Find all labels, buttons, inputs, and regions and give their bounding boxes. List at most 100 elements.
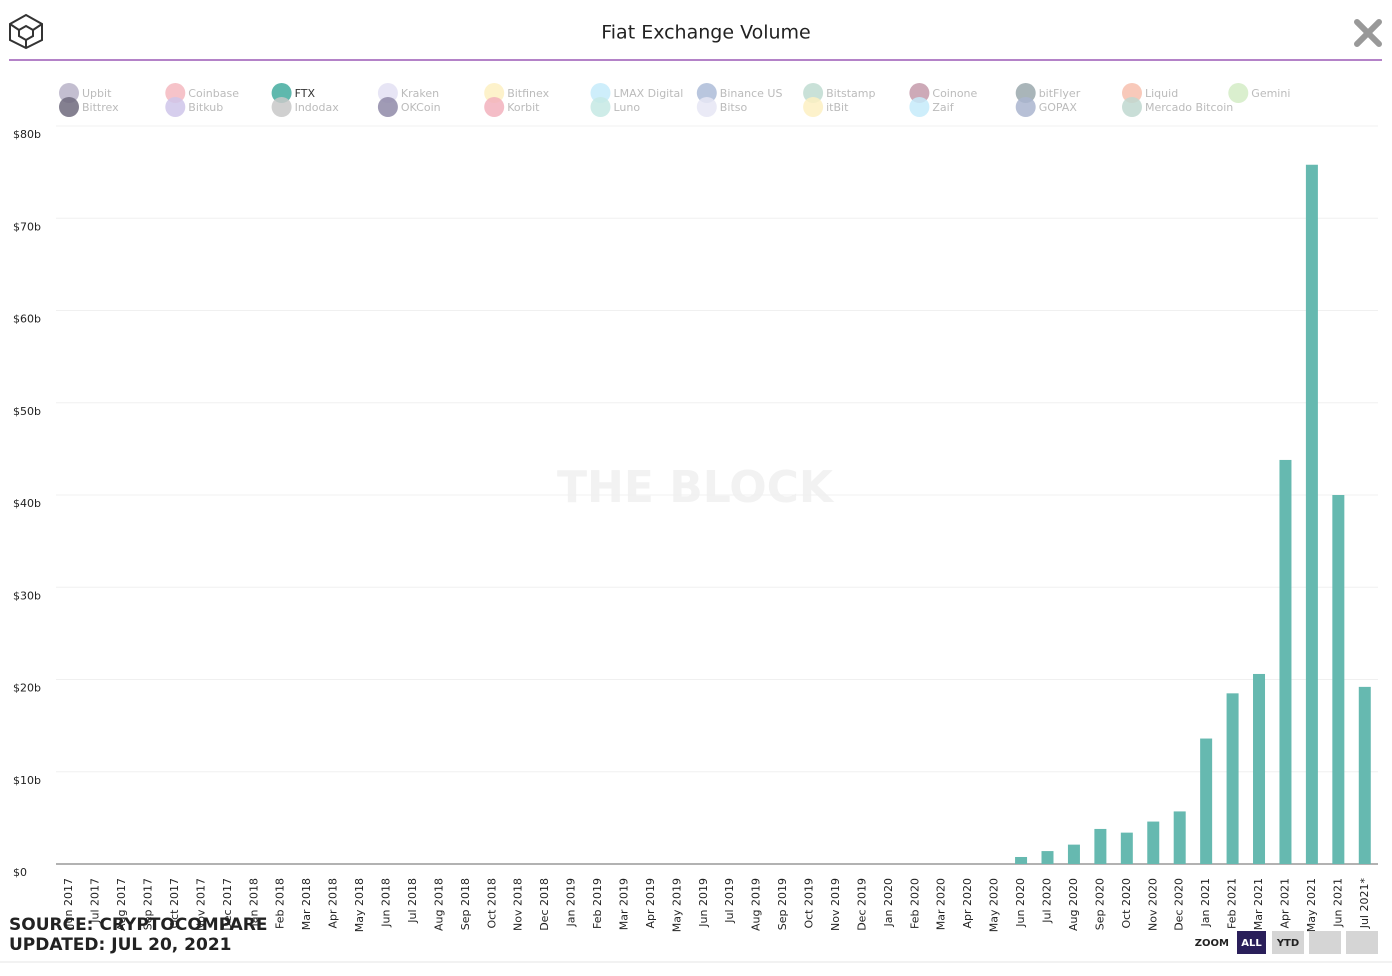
y-tick-label: $30b xyxy=(13,589,41,602)
x-tick-label: Dec 2020 xyxy=(1173,878,1186,931)
legend-label: Coinone xyxy=(932,87,977,100)
legend-label: Bitstamp xyxy=(826,87,875,100)
x-tick-label: Feb 2019 xyxy=(591,878,604,929)
legend-label: Zaif xyxy=(932,101,954,114)
legend-swatch xyxy=(59,83,79,103)
x-tick-label: Jul 2017 xyxy=(89,878,102,924)
x-tick-label: Jun 2018 xyxy=(380,878,393,928)
y-tick-label: $10b xyxy=(13,774,41,787)
x-tick-label: Sep 2017 xyxy=(142,878,155,930)
legend-swatch xyxy=(59,97,79,117)
legend-swatch xyxy=(803,97,824,117)
legend-swatch xyxy=(696,97,717,117)
bar xyxy=(1147,821,1160,864)
y-tick-label: $80b xyxy=(13,128,41,141)
x-tick-label: Jul 2019 xyxy=(723,878,736,924)
y-tick-label: $60b xyxy=(13,313,41,326)
legend-label: Bitfinex xyxy=(507,87,549,100)
legend-swatch xyxy=(696,83,717,103)
legend-swatch xyxy=(590,83,611,103)
x-tick-label: Aug 2018 xyxy=(432,878,445,931)
bar xyxy=(1226,693,1239,864)
x-tick-label: Jul 2018 xyxy=(406,878,419,924)
legend-label: Korbit xyxy=(507,101,540,114)
bar xyxy=(1041,851,1054,864)
button-label: YTD xyxy=(1276,938,1299,949)
legend-swatch xyxy=(271,83,292,103)
x-tick-label: Feb 2021 xyxy=(1226,878,1239,929)
legend-swatch xyxy=(1122,97,1142,117)
x-tick-label: May 2018 xyxy=(353,878,366,932)
button-bg xyxy=(1272,931,1304,954)
legend-label: itBit xyxy=(826,101,849,114)
bar xyxy=(1094,828,1107,864)
x-tick-label: Feb 2018 xyxy=(274,878,287,929)
legend-label: Gemini xyxy=(1251,87,1290,100)
x-tick-label: Jun 2019 xyxy=(697,878,710,928)
legend-label: FTX xyxy=(295,87,316,100)
bar xyxy=(1279,459,1292,864)
bar xyxy=(1067,844,1080,864)
x-tick-label: Aug 2020 xyxy=(1067,878,1080,931)
bar xyxy=(1253,673,1266,864)
zoom-all[interactable]: ALL xyxy=(1237,931,1266,954)
bar xyxy=(1200,738,1213,864)
x-tick-label: Nov 2020 xyxy=(1146,878,1159,931)
x-tick-label: Jun 2017 xyxy=(62,878,75,928)
x-tick-label: Apr 2019 xyxy=(644,878,657,929)
x-tick-label: May 2020 xyxy=(988,878,1001,932)
x-tick-label: Sep 2019 xyxy=(776,878,789,930)
source: SOURCE: CRYPTOCOMPARE xyxy=(9,915,267,935)
legend-swatch xyxy=(1228,83,1249,103)
y-tick-label: $0 xyxy=(13,866,27,879)
updated: UPDATED: JUL 20, 2021 xyxy=(9,935,231,955)
legend-label: Bitkub xyxy=(188,101,223,114)
legend-label: Binance US xyxy=(720,87,783,100)
legend-label: Bittrex xyxy=(82,101,119,114)
y-tick-label: $50b xyxy=(13,405,41,418)
close-button[interactable] xyxy=(1354,19,1382,47)
x-tick-label: Sep 2020 xyxy=(1093,878,1106,930)
x-tick-label: Jun 2020 xyxy=(1014,878,1027,928)
x-tick-label: Dec 2017 xyxy=(221,878,234,931)
button-bg xyxy=(1237,931,1266,954)
x-tick-label: Jul 2021* xyxy=(1358,878,1371,930)
x-tick-label: Mar 2020 xyxy=(935,878,948,930)
watermark: THE BLOCK xyxy=(557,462,835,513)
bar xyxy=(1173,811,1186,864)
x-tick-label: Oct 2019 xyxy=(803,878,816,929)
zoom-button[interactable] xyxy=(1346,931,1378,954)
bar xyxy=(1305,164,1318,864)
legend-swatch xyxy=(1015,83,1036,103)
legend-swatch xyxy=(909,97,930,117)
x-tick-label: Jun 2021 xyxy=(1331,878,1344,928)
x-tick-label: Dec 2019 xyxy=(855,878,868,931)
x-tick-label: Apr 2021 xyxy=(1278,878,1291,929)
legend-label: Bitso xyxy=(720,101,748,114)
bar xyxy=(1332,495,1345,864)
x-tick-label: Oct 2018 xyxy=(485,878,498,929)
legend-label: GOPAX xyxy=(1039,101,1078,114)
x-tick-label: Jul 2020 xyxy=(1041,878,1054,924)
legend-label: Luno xyxy=(614,101,641,114)
legend-swatch xyxy=(484,97,505,117)
y-tick-label: $70b xyxy=(13,220,41,233)
button-label: ALL xyxy=(1241,938,1262,949)
x-tick-label: Nov 2018 xyxy=(512,878,525,931)
legend-label: OKCoin xyxy=(401,101,441,114)
bar xyxy=(1015,856,1028,864)
legend-swatch xyxy=(271,97,292,117)
zoom-label: ZOOM xyxy=(1195,938,1229,949)
legend-swatch xyxy=(165,97,186,117)
legend-swatch xyxy=(803,83,824,103)
zoom-button[interactable] xyxy=(1309,931,1341,954)
zoom-ytd[interactable]: YTD xyxy=(1272,931,1304,954)
x-tick-label: Nov 2019 xyxy=(829,878,842,931)
x-tick-label: Jan 2020 xyxy=(882,878,895,927)
x-tick-label: Dec 2018 xyxy=(538,878,551,931)
x-tick-label: Aug 2017 xyxy=(115,878,128,931)
x-tick-label: Apr 2020 xyxy=(961,878,974,929)
x-tick-label: Nov 2017 xyxy=(194,878,207,931)
